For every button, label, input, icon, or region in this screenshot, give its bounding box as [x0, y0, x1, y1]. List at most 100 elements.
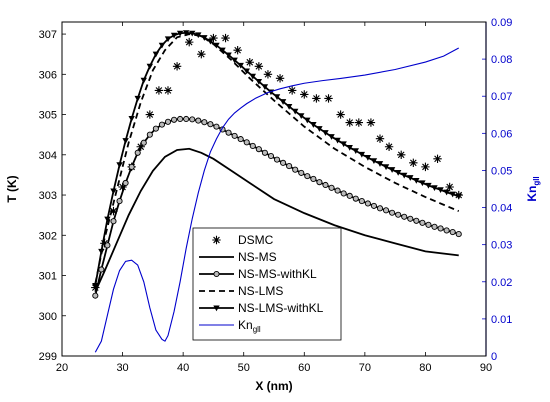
triangle-marker [322, 130, 329, 136]
circle-marker [128, 163, 135, 170]
circle-marker [431, 223, 438, 230]
circle-marker [183, 115, 190, 123]
dsmc-point [336, 110, 345, 119]
y-axis-title: T (K) [5, 175, 19, 202]
dsmc-point [375, 134, 385, 143]
y2-tick-label: 0.01 [491, 314, 512, 326]
triangle-marker [455, 193, 462, 200]
x-tick-labels: 20 30 40 50 60 70 80 90 [56, 362, 492, 374]
triangle-marker [388, 167, 396, 173]
dsmc-point [287, 86, 297, 95]
circle-marker [152, 125, 159, 132]
circle-marker [213, 123, 220, 130]
circle-marker [292, 166, 299, 173]
legend-item: NS-MS [199, 250, 277, 264]
circle-marker [449, 229, 456, 236]
triangle-marker [98, 248, 105, 255]
series-line [94, 147, 459, 292]
circle-marker [286, 163, 293, 170]
triangle-marker [243, 68, 250, 75]
series-ns-ms-withkl [92, 115, 462, 299]
dsmc-point [312, 94, 321, 103]
circle-marker [249, 142, 256, 149]
dsmc-point [397, 150, 406, 159]
y-tick-label: 306 [39, 69, 57, 81]
circle-marker [364, 200, 371, 207]
x-tick-label: 20 [56, 362, 68, 374]
triangle-marker [425, 182, 432, 189]
triangle-marker [128, 116, 135, 122]
circle-marker [140, 139, 147, 146]
legend-label: NS-MS [238, 250, 277, 264]
triangle-marker [376, 161, 384, 167]
x-tick-label: 90 [480, 362, 492, 374]
circle-marker [273, 156, 281, 163]
legend-item: DSMC [212, 233, 274, 247]
circle-marker [334, 187, 341, 194]
x-tick-label: 30 [116, 362, 128, 374]
y2-tick-label: 0.09 [491, 17, 512, 29]
triangle-marker [346, 144, 353, 151]
dsmc-point [275, 74, 285, 83]
triangle-marker [213, 42, 220, 49]
dsmc-point [324, 94, 333, 103]
y2-tick-label: 0.07 [491, 91, 512, 103]
circle-marker [346, 192, 353, 199]
triangle-marker [176, 30, 184, 37]
legend-label: NS-LMS [238, 284, 283, 298]
circle-marker [201, 119, 208, 126]
circle-marker [92, 292, 99, 299]
circle-marker [146, 131, 153, 138]
triangle-marker [146, 63, 154, 70]
triangle-marker [334, 137, 341, 144]
series-ns-ms [94, 147, 459, 292]
triangle-marker [261, 84, 269, 90]
y2-tick-label: 0.04 [491, 203, 512, 215]
y-tick-label: 303 [39, 190, 57, 202]
circle-marker [255, 146, 262, 153]
circle-marker [104, 242, 111, 249]
legend: DSMC NS-MS NS-MS-withKL NS-LMS NS-LMS-withKL… [192, 227, 342, 341]
triangle-marker [419, 180, 426, 187]
circle-marker [177, 115, 184, 123]
dsmc-point [366, 118, 376, 127]
dsmc-point [221, 33, 230, 43]
legend-item: NS-LMS-withKL [199, 301, 324, 315]
dsmc-point [185, 37, 194, 47]
circle-marker [352, 195, 359, 202]
triangle-marker [370, 158, 378, 165]
circle-marker [195, 117, 202, 124]
circle-marker [358, 198, 365, 205]
triangle-marker [382, 164, 390, 171]
y-tick-label: 302 [39, 230, 57, 242]
legend-item: NS-LMS [199, 284, 283, 298]
triangle-marker [285, 103, 293, 110]
y2-axis-title: Kngll [525, 176, 541, 201]
circle-marker [122, 179, 129, 187]
triangle-marker [255, 78, 263, 85]
triangle-marker [292, 108, 299, 115]
x-axis-title: X (nm) [255, 379, 292, 393]
triangle-marker [110, 188, 117, 195]
dsmc-point [118, 182, 127, 192]
circle-marker [171, 116, 178, 123]
legend-label-sub: gll [253, 325, 261, 334]
y2-tick-label: 0.02 [491, 277, 512, 289]
triangle-marker [140, 77, 147, 84]
circle-marker [328, 184, 335, 191]
circle-marker [304, 173, 311, 180]
legend-label: DSMC [238, 233, 274, 247]
circle-marker [437, 225, 444, 232]
circle-marker [370, 202, 377, 209]
circle-marker [116, 198, 123, 205]
series-line [94, 47, 460, 353]
triangle-marker [304, 117, 311, 124]
triangle-marker [231, 57, 238, 64]
dsmc-point [109, 206, 118, 216]
circle-marker [425, 221, 432, 228]
dsmc-point [421, 162, 430, 172]
triangle-marker [134, 95, 141, 102]
circle-marker [243, 139, 250, 146]
triangle-marker [195, 32, 202, 39]
triangle-marker [92, 283, 99, 289]
